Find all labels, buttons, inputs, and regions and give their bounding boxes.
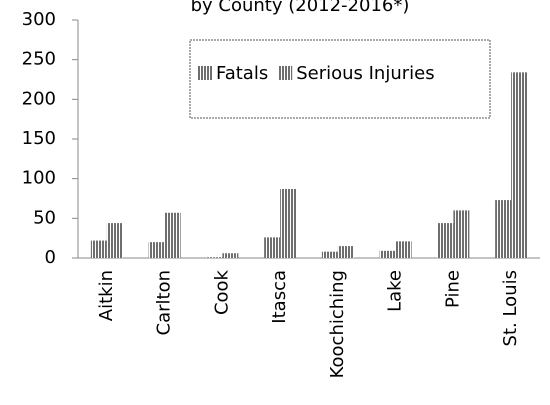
bar bbox=[321, 251, 338, 258]
bar bbox=[148, 242, 165, 258]
bar bbox=[280, 188, 297, 258]
bar bbox=[164, 212, 181, 258]
bar bbox=[337, 246, 354, 258]
x-tick-label: Aitkin bbox=[96, 270, 117, 321]
x-tick-label: Pine bbox=[442, 270, 463, 308]
legend-swatch bbox=[278, 66, 293, 80]
bar bbox=[395, 241, 412, 258]
x-tick-label: Carlton bbox=[154, 270, 175, 335]
x-tick-label: St. Louis bbox=[500, 270, 521, 346]
bar bbox=[453, 210, 470, 258]
y-tick-label: 50 bbox=[33, 207, 56, 228]
legend-swatch bbox=[198, 66, 212, 80]
y-tick-label: 150 bbox=[22, 128, 56, 149]
bar bbox=[437, 223, 454, 258]
bar bbox=[106, 223, 123, 258]
y-tick-label: 0 bbox=[45, 247, 56, 268]
bar bbox=[90, 240, 107, 258]
legend-label: Fatals bbox=[216, 63, 268, 84]
bar bbox=[222, 253, 239, 258]
x-tick-label: Cook bbox=[211, 269, 232, 315]
bar bbox=[206, 257, 223, 258]
bar bbox=[379, 250, 396, 258]
x-tick-label: Koochiching bbox=[327, 270, 348, 378]
legend-label: Serious Injuries bbox=[296, 63, 434, 84]
y-tick-label: 100 bbox=[22, 168, 56, 189]
y-tick-label: 200 bbox=[22, 88, 56, 109]
legend-box bbox=[189, 39, 491, 119]
chart-title: by County (2012-2016*) bbox=[191, 0, 410, 16]
y-tick-label: 300 bbox=[22, 9, 56, 30]
y-tick-label: 250 bbox=[22, 49, 56, 70]
bar bbox=[264, 237, 281, 258]
x-tick-label: Itasca bbox=[269, 270, 290, 324]
bar bbox=[511, 72, 528, 258]
bar bbox=[495, 200, 512, 258]
x-tick-label: Lake bbox=[385, 270, 406, 312]
